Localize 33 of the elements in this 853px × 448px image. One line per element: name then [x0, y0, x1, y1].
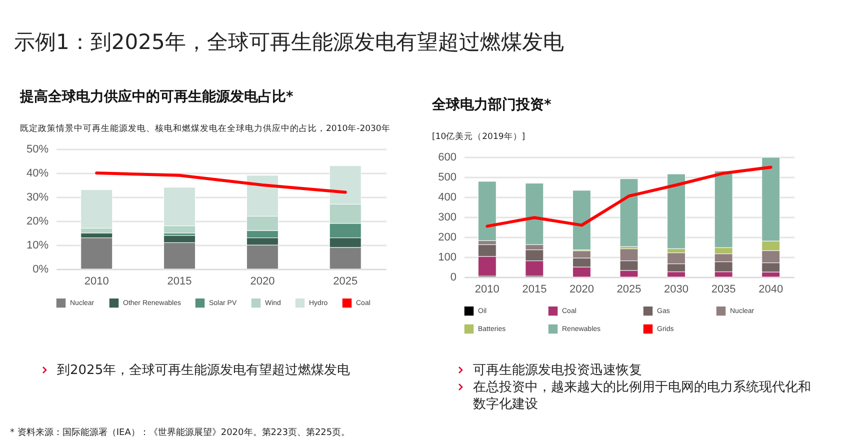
text: * 资料来源：国际能源署（IEA）：《世界能源展望》2020年。第223页、第225页。 — [10, 426, 350, 439]
y-tick-label: 300 — [438, 212, 456, 224]
y-tick-label: 600 — [438, 152, 456, 164]
x-tick-label: 2020 — [250, 276, 275, 288]
y-tick-label: 0% — [32, 264, 49, 276]
x-tick-label: 2025 — [333, 276, 358, 288]
x-tick-label: 2015 — [167, 276, 192, 288]
x-tick-label: 2030 — [664, 284, 689, 296]
y-tick-label: 100 — [438, 252, 456, 264]
y-tick-label: 500 — [438, 172, 456, 184]
x-tick-label: 2010 — [84, 276, 109, 288]
y-tick-label: 50% — [26, 144, 49, 156]
y-tick-label: 10% — [26, 240, 49, 252]
text: 可再生能源发电投资迅速恢复 — [473, 362, 642, 379]
x-tick-label: 2020 — [569, 284, 594, 296]
text: 在总投资中，越来越大的比例用于电网的电力系统现代化和数字化建设 — [473, 379, 812, 413]
x-tick-label: 2035 — [711, 284, 736, 296]
chart-subtitle: [10亿美元（2019年）] — [432, 132, 526, 143]
y-tick-label: 200 — [438, 232, 456, 244]
y-tick-label: 0 — [450, 272, 456, 284]
y-tick-label: 30% — [26, 192, 49, 204]
x-tick-label: 2015 — [522, 284, 547, 296]
y-tick-label: 40% — [26, 168, 49, 180]
chart-title: 提高全球电力供应中的可再生能源发电占比* — [20, 88, 294, 106]
text: 到2025年，全球可再生能源发电有望超过燃煤发电 — [57, 362, 350, 379]
chart-title: 全球电力部门投资* — [432, 96, 552, 114]
chart-subtitle: 既定政策情景中可再生能源发电、核电和燃煤发电在全球电力供应中的占比，2010年-2030年 — [20, 124, 392, 135]
y-tick-label: 400 — [438, 192, 456, 204]
y-tick-label: 20% — [26, 216, 49, 228]
x-tick-label: 2010 — [474, 284, 500, 296]
x-tick-label: 2040 — [758, 284, 784, 296]
text: 示例1：到2025年，全球可再生能源发电有望超过燃煤发电 — [14, 29, 564, 56]
x-tick-label: 2025 — [616, 284, 642, 296]
